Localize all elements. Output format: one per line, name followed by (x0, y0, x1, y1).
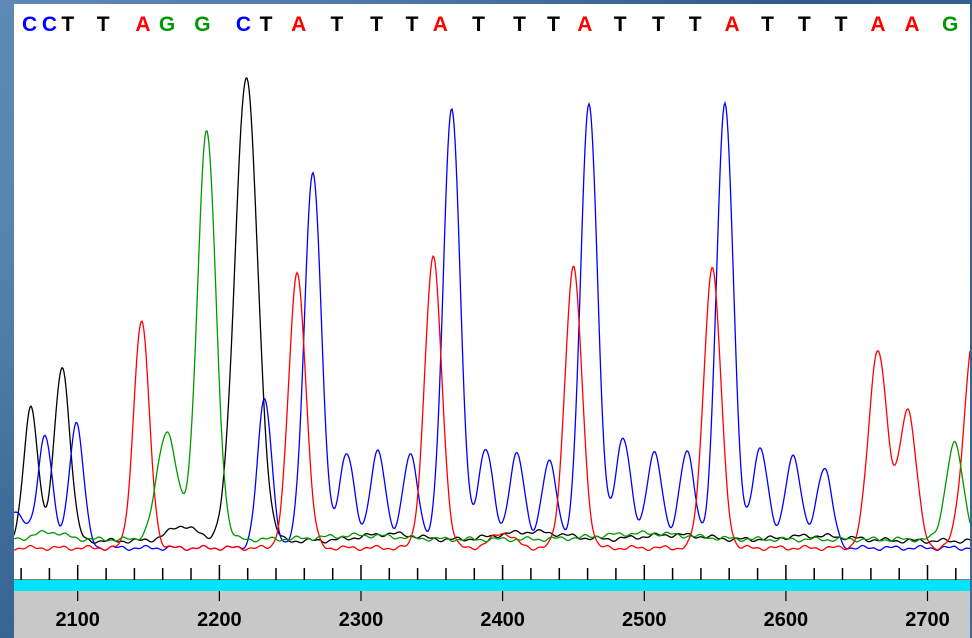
base-call-19: T (652, 13, 665, 36)
tick-label-2500: 2500 (622, 609, 667, 631)
axis-tick-labels: 2100 2200 2300 2400 2500 2600 2700 (55, 591, 950, 631)
base-call-24: T (835, 13, 848, 36)
position-axis: 2100 2200 2300 2400 2500 2600 2700 (14, 565, 970, 638)
base-call-8: T (260, 13, 273, 36)
base-call-11: T (370, 13, 383, 36)
base-call-3: T (97, 13, 110, 36)
axis-label-band (14, 591, 970, 638)
trace-C (14, 100, 970, 551)
axis-highlight-bar (14, 580, 970, 591)
base-call-25: A (870, 13, 885, 36)
base-call-13: A (433, 13, 448, 36)
base-call-15: T (513, 13, 526, 36)
trace-group (14, 77, 970, 552)
base-call-23: T (798, 13, 811, 36)
base-call-27: G (942, 13, 958, 36)
base-call-16: T (547, 13, 560, 36)
tick-label-2100: 2100 (55, 609, 100, 631)
base-call-5: G (159, 13, 175, 36)
base-call-10: T (330, 13, 343, 36)
trace-A (14, 255, 970, 552)
tick-label-2200: 2200 (197, 609, 242, 631)
base-call-17: A (577, 13, 592, 36)
base-call-7: C (236, 13, 251, 36)
base-call-2: T (61, 13, 74, 36)
base-call-4: A (135, 13, 150, 36)
base-call-22: T (761, 13, 774, 36)
tick-label-2600: 2600 (764, 609, 809, 631)
tick-label-2300: 2300 (339, 609, 384, 631)
base-call-20: T (689, 13, 702, 36)
base-call-18: T (614, 13, 627, 36)
base-call-12: T (406, 13, 419, 36)
base-call-1: C (42, 13, 57, 36)
axis-tick-strip (14, 565, 970, 580)
base-call-6: G (194, 13, 210, 36)
base-call-21: A (725, 13, 740, 36)
tick-label-2400: 2400 (480, 609, 525, 631)
base-call-0: C (22, 13, 37, 36)
tick-label-2700: 2700 (905, 609, 950, 631)
base-call-14: T (472, 13, 485, 36)
trace-G (14, 130, 970, 543)
base-call-9: A (291, 13, 306, 36)
axis-ticks (20, 565, 957, 580)
base-call-26: A (904, 13, 919, 36)
